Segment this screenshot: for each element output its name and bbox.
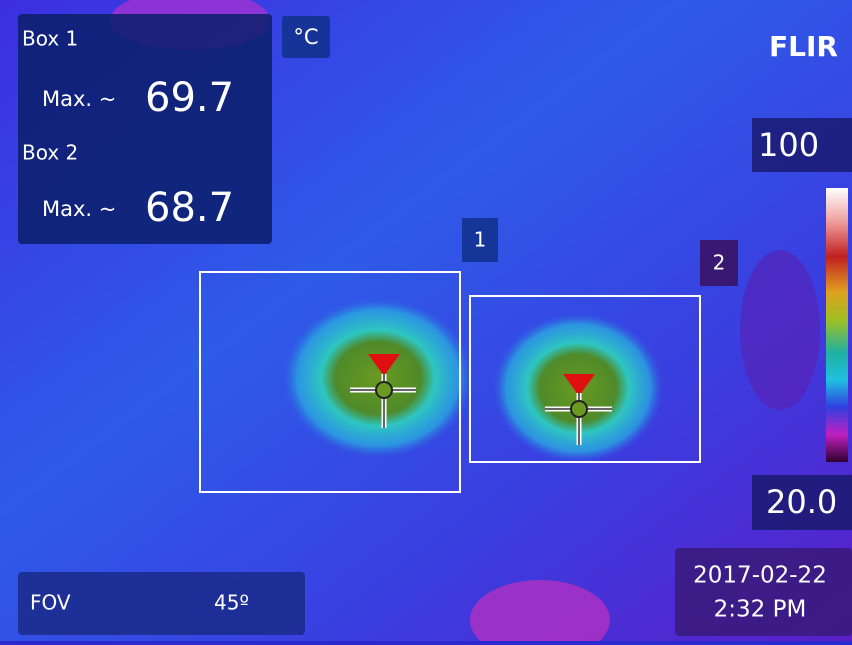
unit-box xyxy=(282,16,330,58)
fov-box xyxy=(18,572,305,635)
box-label: Box 2 xyxy=(22,141,78,165)
scale-min-box xyxy=(752,475,852,530)
unit: °C xyxy=(293,25,318,49)
stat-value: 69.7 xyxy=(145,75,234,121)
box-marker-label: 1 xyxy=(474,228,487,252)
stat-label: Max. ~ xyxy=(42,197,116,221)
scale-max: 100 xyxy=(758,126,819,164)
fov-label: FOV xyxy=(30,591,71,615)
box-marker xyxy=(462,218,498,262)
measure-box xyxy=(469,295,701,463)
hotspot-marker xyxy=(545,374,612,445)
box-marker-label: 2 xyxy=(713,251,726,275)
scale-max-box xyxy=(752,118,852,172)
measure-box xyxy=(199,271,461,493)
brand: FLIR xyxy=(769,30,838,63)
warm-area xyxy=(470,580,610,645)
stat-label: Max. ~ xyxy=(42,87,116,111)
readout-panel xyxy=(18,14,272,244)
hotspot-marker xyxy=(350,354,416,428)
hot-spot xyxy=(283,298,473,458)
scale-min: 20.0 xyxy=(766,483,837,521)
stat-value: 68.7 xyxy=(145,185,234,231)
warm-area xyxy=(740,250,820,410)
date: 2017-02-22 xyxy=(693,563,827,589)
timestamp-box xyxy=(675,548,852,636)
box-label: Box 1 xyxy=(22,27,78,51)
fov-value: 45º xyxy=(214,591,249,615)
box-marker xyxy=(700,240,738,286)
time: 2:32 PM xyxy=(714,597,807,623)
color-bar xyxy=(826,188,848,462)
